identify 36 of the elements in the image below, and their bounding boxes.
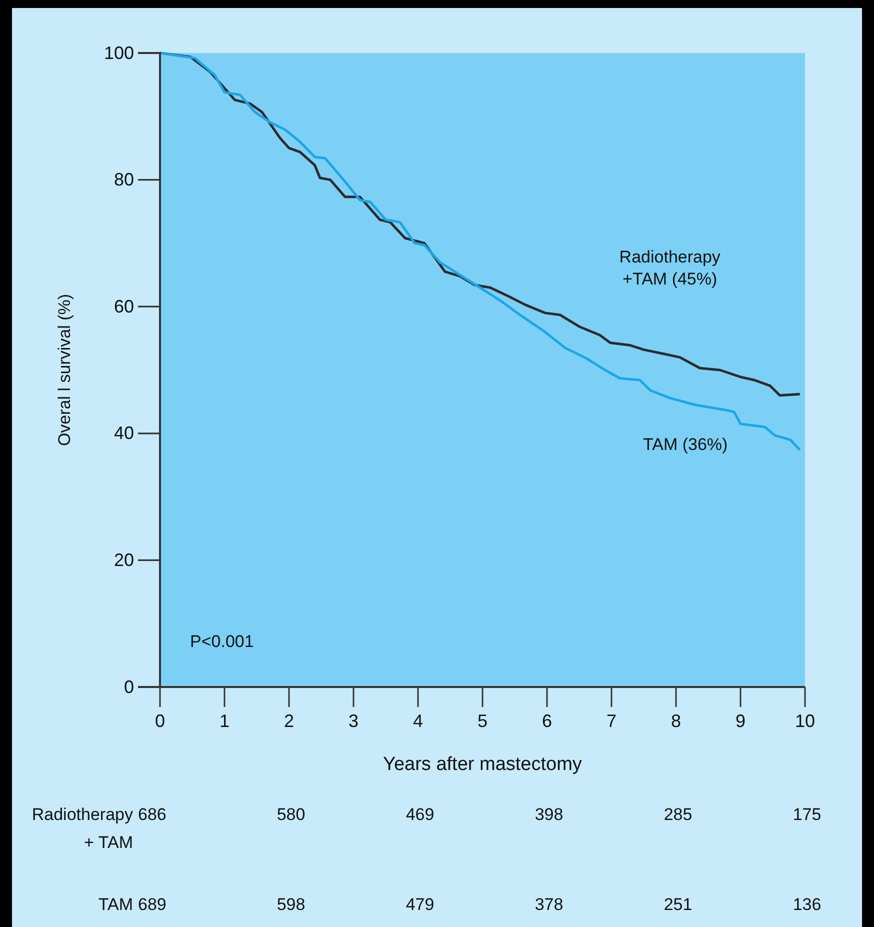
text: Radiotherapy + TAM	[32, 805, 134, 852]
text: 689	[138, 895, 166, 914]
text: Radiotherapy +TAM (45%)	[619, 247, 721, 288]
x-axis-title: Years after mastectomy	[383, 754, 582, 775]
x-tick-label: 0	[154, 711, 166, 731]
text: 251	[664, 895, 692, 914]
x-tick-label: 7	[606, 711, 617, 731]
x-tick-label: 8	[670, 711, 682, 731]
text: TAM	[98, 895, 133, 914]
y-tick-label: 0	[124, 676, 134, 697]
annotation: P<0.001	[190, 632, 254, 651]
y-tick-label: 100	[104, 42, 134, 63]
text: 598	[276, 895, 306, 914]
text: 479	[406, 895, 434, 914]
text: 285	[664, 805, 692, 824]
text: 136	[792, 895, 822, 914]
y-tick-label: 20	[114, 550, 134, 570]
x-tick-label: 6	[542, 711, 552, 731]
text: 378	[534, 895, 564, 914]
x-tick-label: 10	[794, 711, 816, 731]
text: 580	[276, 805, 306, 824]
text: 175	[792, 805, 822, 824]
y-tick-label: 60	[114, 296, 134, 316]
series-label: TAM (36%)	[643, 434, 728, 454]
x-tick-label: 5	[477, 711, 488, 731]
y-tick-label: 80	[114, 170, 134, 190]
text: 398	[534, 805, 564, 824]
x-tick-label: 9	[735, 711, 746, 731]
text: 469	[406, 805, 434, 824]
x-tick-label: 1	[219, 711, 230, 731]
x-tick-label: 2	[284, 711, 294, 731]
x-tick-label: 3	[348, 711, 359, 731]
y-axis-title: Overal l survival (%)	[55, 294, 74, 446]
y-tick-label: 40	[114, 423, 134, 444]
text: 686	[138, 805, 166, 824]
x-tick-label: 4	[412, 711, 424, 731]
